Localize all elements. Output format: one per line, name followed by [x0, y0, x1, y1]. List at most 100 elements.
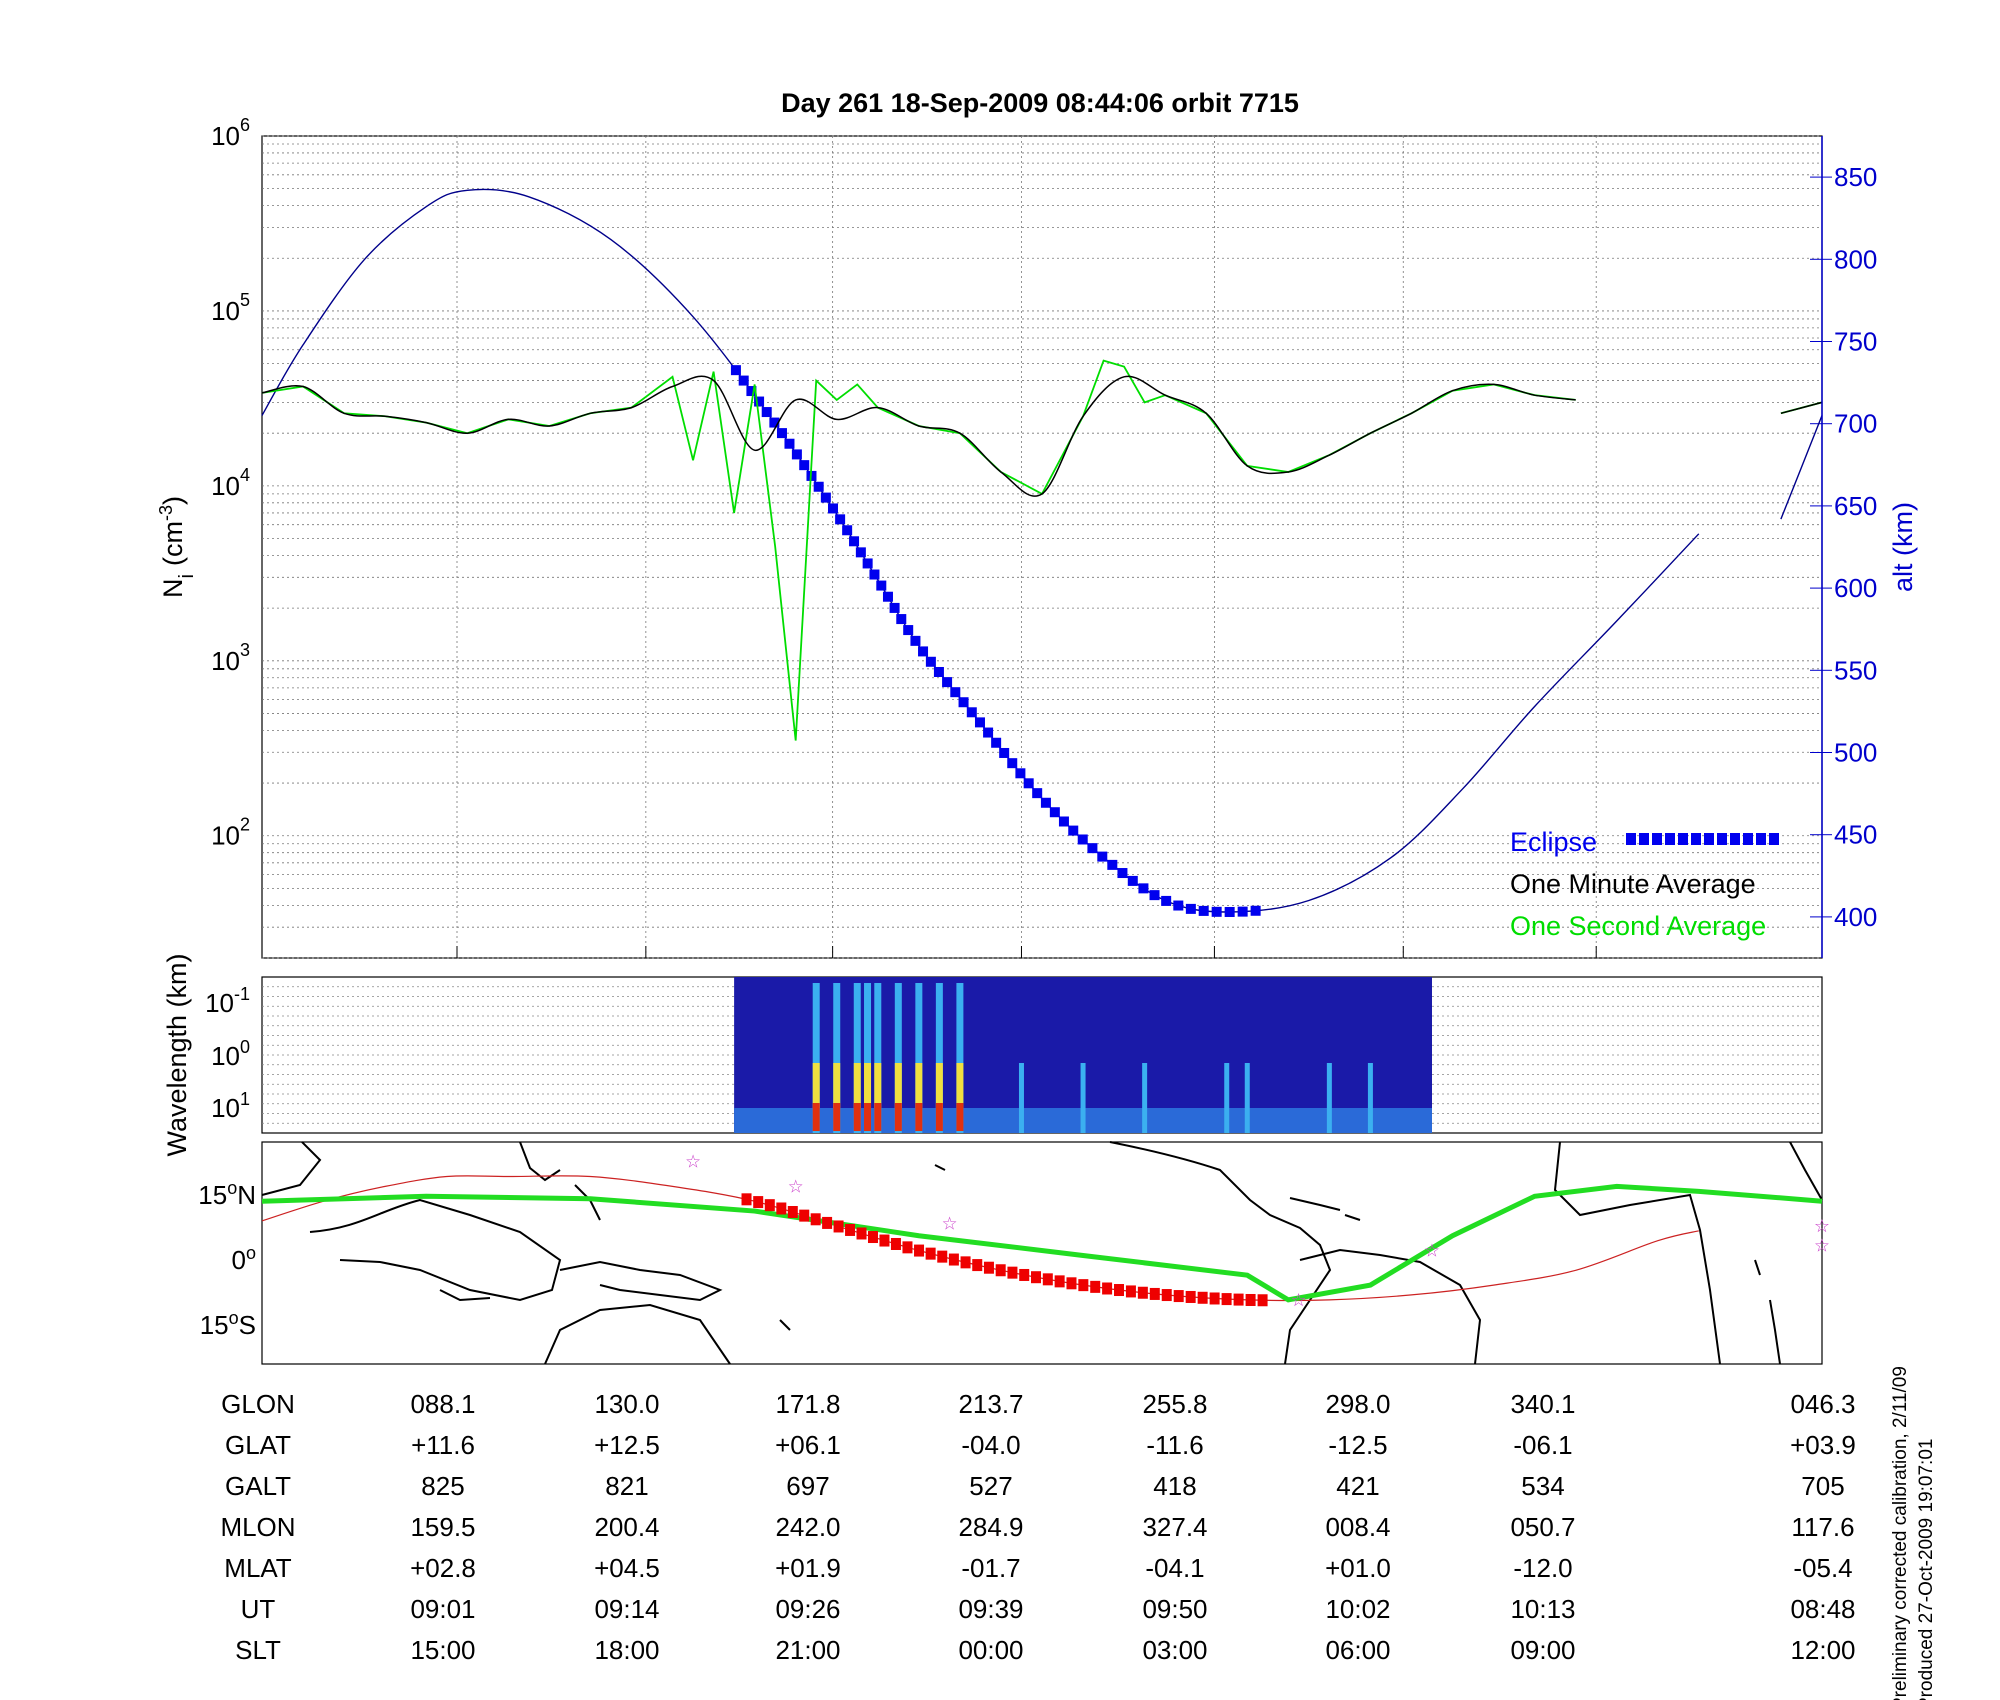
- eclipse-marker: [991, 737, 1002, 748]
- spectrogram-burst-core: [833, 1063, 841, 1108]
- eclipse-track-marker: [1209, 1292, 1220, 1305]
- altitude-tick-label: 450: [1834, 820, 1877, 850]
- table-cell: +04.5: [594, 1553, 660, 1583]
- eclipse-track-marker: [1137, 1286, 1148, 1299]
- eclipse-marker: [791, 449, 802, 460]
- eclipse-marker: [910, 635, 921, 646]
- eclipse-track-marker: [972, 1259, 983, 1272]
- table-cell: -12.0: [1513, 1553, 1572, 1583]
- eclipse-track-marker: [867, 1231, 878, 1244]
- footnote-line2: Produced 27-Oct-2009 19:07:01: [1916, 1439, 1937, 1700]
- spectrogram-burst-core: [853, 1063, 861, 1108]
- latitude-tick-label: 15oS: [200, 1308, 256, 1340]
- eclipse-marker: [1058, 816, 1069, 827]
- spectrogram-burst-core: [864, 1063, 872, 1108]
- table-cell: 06:00: [1325, 1635, 1390, 1665]
- eclipse-marker: [1032, 788, 1043, 799]
- map-star-marker: ☆: [1291, 1290, 1307, 1310]
- eclipse-marker: [1237, 906, 1248, 917]
- spectrogram-burst: [853, 983, 861, 1133]
- table-cell: 213.7: [958, 1389, 1023, 1419]
- eclipse-marker: [769, 417, 780, 428]
- density-tick-label: 105: [211, 290, 250, 326]
- spectrogram-burst: [1326, 1063, 1332, 1133]
- spectrogram-burst-core: [812, 1063, 820, 1108]
- tick-base: 10: [211, 1093, 240, 1123]
- eclipse-track-marker: [1090, 1280, 1101, 1293]
- eclipse-track-marker: [914, 1244, 925, 1257]
- eclipse-track-marker: [1078, 1279, 1089, 1292]
- eclipse-marker: [1250, 905, 1261, 916]
- eclipse-marker: [738, 375, 749, 386]
- latitude-tick-label: 15oN: [198, 1178, 256, 1210]
- eclipse-marker: [966, 707, 977, 718]
- footnote: Preliminary corrected calibration, 2/11/…: [1890, 1366, 1937, 1700]
- tick-value: 15: [198, 1180, 227, 1210]
- eclipse-track-marker: [741, 1193, 752, 1206]
- eclipse-marker: [761, 407, 772, 418]
- table-cell: +12.5: [594, 1430, 660, 1460]
- eclipse-marker: [1087, 843, 1098, 854]
- eclipse-track-marker: [937, 1250, 948, 1263]
- table-cell: 10:13: [1510, 1594, 1575, 1624]
- one-minute-series: [261, 375, 1823, 497]
- tick-value: 0: [232, 1245, 246, 1275]
- table-cell: -11.6: [1146, 1430, 1203, 1460]
- density-tick-label: 104: [211, 465, 250, 501]
- table-cell: 046.3: [1790, 1389, 1855, 1419]
- eclipse-marker: [746, 386, 757, 397]
- eclipse-marker: [869, 569, 880, 580]
- spectrogram-burst: [956, 983, 964, 1133]
- eclipse-marker: [1049, 807, 1060, 818]
- table-cell: 200.4: [594, 1512, 659, 1542]
- table-cell: 21:00: [775, 1635, 840, 1665]
- coast-north-america: [1109, 1141, 1332, 1365]
- eclipse-marker: [925, 656, 936, 667]
- altitude-tick-label: 500: [1834, 738, 1877, 768]
- table-cell: -01.7: [961, 1553, 1020, 1583]
- table-row-label: SLT: [235, 1635, 281, 1665]
- footnote-line1: Preliminary corrected calibration, 2/11/…: [1890, 1366, 1911, 1700]
- table-cell: 09:01: [410, 1594, 475, 1624]
- one-minute-line: [261, 375, 1576, 497]
- table-cell: 03:00: [1142, 1635, 1207, 1665]
- eclipse-marker: [896, 614, 907, 625]
- coast-caribbean: [1289, 1197, 1361, 1221]
- eclipse-marker: [933, 666, 944, 677]
- wavelength-axis-label: Wavelength (km): [162, 953, 192, 1156]
- eclipse-marker: [1097, 851, 1108, 862]
- eclipse-track-marker: [1257, 1294, 1268, 1307]
- tick-exponent: 6: [240, 115, 250, 135]
- table-cell: 08:48: [1790, 1594, 1855, 1624]
- spectrogram-burst-core: [894, 1063, 902, 1108]
- table-cell: +02.8: [410, 1553, 476, 1583]
- eclipse-marker: [754, 396, 765, 407]
- spectrogram-burst: [812, 983, 820, 1133]
- coast-indonesia: [439, 1289, 491, 1302]
- tick-exponent: -1: [234, 984, 250, 1004]
- eclipse-track-marker: [1149, 1287, 1160, 1300]
- eclipse-marker: [1173, 900, 1184, 911]
- eclipse-track-marker: [1197, 1291, 1208, 1304]
- table-cell: 821: [605, 1471, 648, 1501]
- spectrogram-burst: [864, 983, 872, 1133]
- table-cell: 088.1: [410, 1389, 475, 1419]
- eclipse-track-marker: [1019, 1268, 1030, 1281]
- tick-hemisphere: S: [239, 1310, 256, 1340]
- table-row-label: GLAT: [225, 1430, 291, 1460]
- eclipse-track-marker: [1042, 1273, 1053, 1286]
- eclipse-track-marker: [822, 1216, 833, 1229]
- tick-base: 10: [205, 988, 234, 1018]
- eclipse-track-marker: [1102, 1282, 1113, 1295]
- tick-exponent: 3: [240, 640, 250, 660]
- eclipse-track-marker: [1125, 1285, 1136, 1298]
- eclipse-track-marker: [1031, 1271, 1042, 1284]
- table-cell: 12:00: [1790, 1635, 1855, 1665]
- ground-track-line: [261, 1183, 1823, 1303]
- table-cell: 340.1: [1510, 1389, 1575, 1419]
- eclipse-marker: [862, 558, 873, 569]
- spectrogram-burst-core: [956, 1063, 964, 1108]
